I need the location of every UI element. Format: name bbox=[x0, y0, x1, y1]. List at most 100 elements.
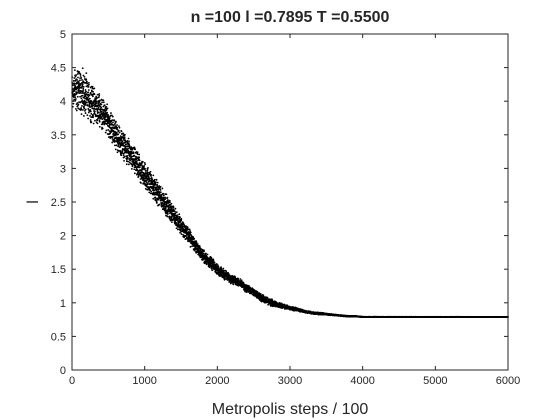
data-point bbox=[84, 102, 87, 105]
data-point bbox=[85, 85, 88, 88]
data-point bbox=[125, 151, 128, 154]
data-point bbox=[133, 168, 136, 171]
data-point bbox=[210, 267, 213, 270]
data-point bbox=[87, 91, 90, 94]
data-point bbox=[107, 114, 110, 116]
data-point bbox=[122, 132, 125, 135]
data-point bbox=[126, 156, 129, 159]
data-point bbox=[92, 122, 95, 125]
data-point bbox=[72, 102, 75, 105]
data-point bbox=[185, 225, 187, 228]
data-point bbox=[92, 102, 95, 105]
data-point bbox=[86, 114, 89, 117]
data-point bbox=[98, 93, 101, 95]
data-point bbox=[72, 84, 74, 87]
data-point bbox=[96, 122, 99, 125]
data-point bbox=[80, 108, 83, 111]
data-point bbox=[100, 103, 103, 106]
data-point bbox=[122, 154, 125, 157]
data-point bbox=[81, 83, 84, 86]
data-point bbox=[73, 82, 76, 85]
data-point bbox=[98, 94, 101, 97]
data-point bbox=[87, 95, 90, 98]
data-point bbox=[117, 129, 120, 132]
data-point bbox=[188, 228, 191, 231]
data-point bbox=[83, 105, 85, 108]
data-point bbox=[135, 158, 138, 161]
data-point bbox=[101, 118, 104, 121]
data-point bbox=[195, 241, 198, 244]
data-point bbox=[84, 108, 87, 111]
data-point bbox=[95, 100, 98, 103]
data-point bbox=[135, 155, 138, 158]
data-point bbox=[114, 140, 116, 143]
data-point bbox=[91, 95, 94, 98]
data-point bbox=[174, 210, 176, 213]
data-point bbox=[107, 129, 110, 131]
data-point bbox=[169, 201, 171, 204]
data-point bbox=[98, 125, 101, 128]
data-point bbox=[130, 168, 133, 170]
data-point bbox=[83, 75, 86, 78]
data-point bbox=[74, 75, 77, 78]
data-point bbox=[74, 107, 77, 110]
data-point bbox=[146, 188, 149, 191]
data-point bbox=[176, 214, 179, 217]
data-point bbox=[116, 126, 119, 129]
data-point bbox=[193, 237, 196, 240]
data-point bbox=[237, 278, 240, 281]
data-point bbox=[82, 89, 85, 92]
data-point bbox=[76, 79, 79, 81]
data-point bbox=[81, 79, 83, 81]
data-point bbox=[171, 221, 173, 224]
data-point bbox=[111, 119, 114, 121]
data-point bbox=[82, 74, 85, 77]
data-point bbox=[155, 179, 158, 181]
data-point bbox=[170, 202, 173, 205]
data-point bbox=[203, 250, 205, 253]
data-point bbox=[113, 119, 116, 122]
data-point bbox=[213, 261, 216, 264]
data-point bbox=[174, 212, 177, 215]
data-point bbox=[146, 182, 149, 185]
data-point bbox=[86, 81, 88, 84]
data-point bbox=[124, 143, 127, 146]
data-point bbox=[143, 175, 145, 178]
data-point bbox=[140, 182, 142, 184]
data-point bbox=[80, 107, 83, 109]
data-point bbox=[166, 196, 169, 199]
data-point bbox=[83, 115, 85, 117]
data-point bbox=[196, 243, 199, 245]
data-point bbox=[127, 147, 130, 150]
data-point bbox=[178, 213, 181, 216]
data-point bbox=[81, 105, 83, 107]
data-point bbox=[108, 130, 111, 133]
data-point bbox=[77, 80, 80, 83]
data-point bbox=[175, 211, 178, 214]
data-point bbox=[152, 197, 155, 200]
data-point bbox=[110, 112, 112, 114]
data-point bbox=[166, 213, 169, 215]
data-point bbox=[111, 115, 114, 118]
data-point bbox=[104, 120, 107, 123]
data-point bbox=[208, 257, 211, 260]
data-point bbox=[217, 264, 219, 267]
data-point bbox=[109, 114, 112, 117]
data-point bbox=[131, 155, 133, 158]
data-point bbox=[118, 125, 120, 128]
data-point bbox=[138, 153, 141, 156]
data-point bbox=[75, 74, 78, 76]
data-point bbox=[244, 290, 246, 293]
data-point bbox=[119, 140, 121, 143]
data-point bbox=[87, 111, 90, 114]
data-point bbox=[123, 133, 126, 136]
data-point bbox=[177, 215, 179, 218]
data-point bbox=[102, 105, 105, 108]
data-point bbox=[130, 150, 133, 153]
data-point bbox=[154, 198, 157, 201]
data-point bbox=[164, 196, 167, 199]
data-point bbox=[165, 193, 168, 196]
data-point bbox=[174, 220, 177, 223]
data-point bbox=[105, 108, 108, 111]
data-point bbox=[95, 102, 98, 105]
